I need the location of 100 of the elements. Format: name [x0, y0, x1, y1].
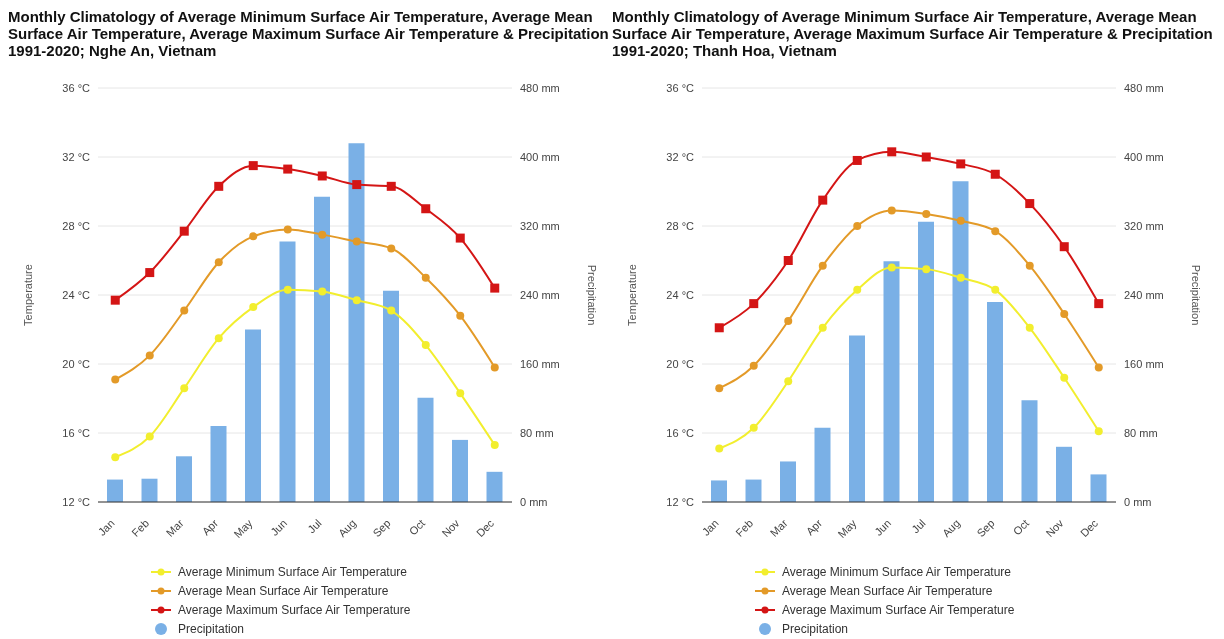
x-tick-label: Apr — [199, 516, 221, 538]
y2-tick-label: 80 mm — [520, 426, 554, 439]
x-tick-label: Jul — [909, 516, 928, 536]
bar — [314, 196, 330, 502]
y-tick-label: 24 °C — [666, 288, 695, 301]
y2-axis-title: Precipitation — [586, 264, 599, 326]
x-tick-label: Feb — [129, 516, 152, 539]
point — [283, 164, 293, 174]
point — [783, 256, 793, 265]
point — [387, 244, 396, 253]
point — [421, 204, 431, 214]
x-tick-label: Feb — [733, 516, 756, 539]
x-tick-label: Aug — [939, 516, 963, 540]
bar — [987, 301, 1003, 502]
y-tick-label: 32 °C — [62, 150, 91, 163]
point — [386, 181, 396, 191]
point — [1060, 309, 1069, 318]
bar — [883, 261, 900, 502]
y2-tick-label: 0 mm — [520, 495, 548, 508]
point — [749, 423, 758, 432]
y2-tick-label: 240 mm — [1124, 288, 1164, 301]
y-tick-label: 12 °C — [666, 495, 695, 508]
point — [818, 261, 827, 270]
point — [490, 441, 499, 450]
point — [715, 384, 724, 393]
point — [214, 181, 224, 191]
bar — [383, 290, 399, 502]
y-tick-label: 20 °C — [666, 357, 695, 370]
point — [991, 285, 1000, 294]
chart-title: Monthly Climatology of Average Minimum Surface Air Temperature, Average Mean Surface Air Temperature, Average Maximum Surface Air Temperature & Precipitation 1991-2020; Thanh Hoa, Vietnam — [612, 8, 1214, 61]
y2-tick-label: 0 mm — [1124, 495, 1152, 508]
legend-label: Average Mean Surface Air Temperature — [178, 583, 389, 598]
x-tick-label: Jun — [872, 516, 894, 538]
x-tick-label: May — [231, 516, 256, 541]
y-tick-label: 32 °C — [666, 150, 695, 163]
y2-tick-label: 400 mm — [1124, 150, 1164, 163]
bar — [279, 241, 296, 502]
point — [490, 283, 500, 293]
y2-tick-label: 320 mm — [1124, 219, 1164, 232]
y2-tick-label: 400 mm — [520, 150, 560, 163]
y-tick-label: 28 °C — [666, 219, 695, 232]
x-tick-label: May — [835, 516, 860, 541]
point — [818, 323, 827, 332]
point — [455, 233, 465, 243]
point — [352, 237, 361, 246]
bar — [918, 221, 934, 502]
point — [111, 375, 120, 384]
point — [249, 303, 258, 312]
point — [421, 273, 430, 282]
legend-label: Average Maximum Surface Air Temperature — [178, 602, 411, 617]
bar — [348, 143, 365, 502]
point — [214, 334, 223, 343]
bar — [141, 478, 158, 502]
point — [784, 377, 793, 386]
point — [110, 295, 120, 305]
x-tick-label: Sep — [370, 516, 393, 540]
chart-title: Monthly Climatology of Average Minimum Surface Air Temperature, Average Mean Surface Air Temperature, Average Maximum Surface Air Temperature & Precipitation 1991-2020; Nghe An, Vietnam — [8, 8, 610, 61]
point — [1025, 261, 1034, 270]
x-tick-label: Nov — [1043, 516, 1067, 540]
bar — [176, 456, 192, 502]
y-tick-label: 24 °C — [62, 288, 91, 301]
bar — [814, 427, 831, 502]
point — [1059, 242, 1069, 252]
legend-label: Precipitation — [782, 621, 849, 636]
point — [956, 159, 966, 169]
y-axis-title: Temperature — [625, 264, 638, 326]
legend-label: Average Maximum Surface Air Temperature — [782, 602, 1015, 617]
point — [318, 287, 327, 296]
point — [818, 195, 828, 205]
x-tick-label: Dec — [473, 516, 497, 540]
point — [922, 209, 931, 218]
point — [145, 432, 154, 441]
point — [1060, 373, 1069, 382]
bar — [107, 479, 123, 502]
x-tick-label: Jan — [699, 516, 721, 538]
point — [352, 296, 361, 305]
point — [490, 363, 499, 372]
point — [956, 273, 965, 282]
legend-label: Precipitation — [178, 621, 245, 636]
x-tick-label: Oct — [1010, 516, 1032, 538]
point — [853, 285, 862, 294]
y-tick-label: 12 °C — [62, 495, 91, 508]
y-tick-label: 36 °C — [666, 81, 695, 94]
point — [456, 311, 465, 320]
legend-label: Average Mean Surface Air Temperature — [782, 583, 993, 598]
point — [1025, 323, 1034, 332]
point — [956, 216, 965, 225]
x-tick-label: Apr — [803, 516, 825, 538]
bar — [486, 471, 503, 502]
point — [715, 444, 724, 453]
point — [283, 285, 292, 294]
x-tick-label: Aug — [335, 516, 359, 540]
x-tick-label: Dec — [1077, 516, 1101, 540]
point — [145, 268, 155, 278]
point — [1094, 363, 1103, 372]
y-tick-label: 16 °C — [666, 426, 695, 439]
point — [1025, 199, 1035, 209]
point — [887, 263, 896, 272]
y2-tick-label: 160 mm — [520, 357, 560, 370]
y2-tick-label: 480 mm — [520, 81, 560, 94]
